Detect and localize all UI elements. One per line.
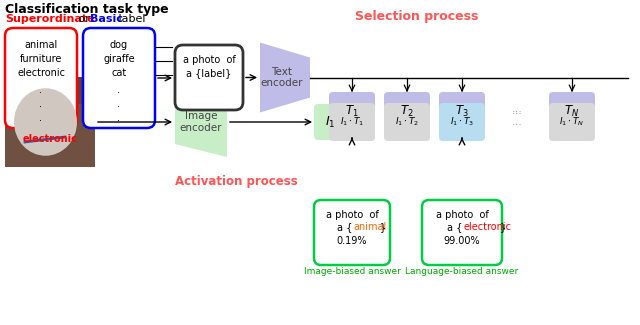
Text: ...: ...: [511, 106, 522, 116]
Text: a {: a {: [337, 222, 352, 232]
Text: }: }: [500, 222, 506, 232]
Polygon shape: [260, 43, 310, 112]
Text: cat: cat: [111, 68, 127, 78]
Text: Language-biased answer: Language-biased answer: [405, 267, 518, 276]
Text: }: }: [380, 222, 387, 232]
Text: $T_2$: $T_2$: [400, 103, 414, 119]
Text: dog: dog: [110, 40, 128, 50]
Text: $T_N$: $T_N$: [564, 103, 580, 119]
Text: $I_1 \cdot T_N$: $I_1 \cdot T_N$: [559, 116, 585, 128]
FancyBboxPatch shape: [175, 45, 243, 110]
Text: Text
encoder: Text encoder: [260, 67, 303, 88]
Text: $I_1$: $I_1$: [324, 114, 335, 130]
FancyBboxPatch shape: [329, 103, 375, 141]
FancyBboxPatch shape: [549, 92, 595, 130]
Text: .: .: [118, 113, 120, 123]
FancyBboxPatch shape: [384, 92, 430, 130]
Text: .: .: [118, 99, 120, 109]
Text: a {: a {: [447, 222, 462, 232]
Text: electronic: electronic: [17, 68, 65, 78]
FancyBboxPatch shape: [5, 77, 95, 104]
Text: or: or: [75, 14, 93, 24]
FancyBboxPatch shape: [384, 103, 430, 141]
Text: $I_1 \cdot T_3$: $I_1 \cdot T_3$: [450, 116, 474, 128]
FancyBboxPatch shape: [314, 200, 390, 265]
Text: a photo  of: a photo of: [182, 55, 236, 65]
FancyBboxPatch shape: [314, 104, 346, 140]
Text: animal: animal: [24, 40, 58, 50]
Text: Selection process: Selection process: [355, 10, 478, 23]
Text: label: label: [115, 14, 145, 24]
Text: $T_1$: $T_1$: [345, 103, 359, 119]
FancyBboxPatch shape: [439, 103, 485, 141]
FancyBboxPatch shape: [5, 28, 77, 128]
FancyBboxPatch shape: [549, 103, 595, 141]
Text: $I_1 \cdot T_1$: $I_1 \cdot T_1$: [340, 116, 364, 128]
Text: Activation process: Activation process: [175, 175, 298, 188]
Text: ...: ...: [511, 104, 522, 114]
Text: 99.00%: 99.00%: [444, 236, 480, 246]
Text: electronic: electronic: [22, 134, 77, 144]
Text: electronic: electronic: [463, 222, 511, 232]
Text: ...: ...: [511, 117, 522, 127]
Text: $T_3$: $T_3$: [455, 103, 469, 119]
Text: a {label}: a {label}: [186, 68, 232, 78]
Polygon shape: [175, 87, 227, 157]
Text: giraffe: giraffe: [103, 54, 135, 64]
Text: animal: animal: [353, 222, 387, 232]
Text: Basic: Basic: [90, 14, 123, 24]
Text: Classification task type: Classification task type: [5, 3, 168, 16]
FancyBboxPatch shape: [83, 28, 155, 128]
Text: .: .: [118, 85, 120, 95]
Bar: [5, 77, 95, 167]
Ellipse shape: [14, 88, 77, 156]
Text: Image-biased answer: Image-biased answer: [303, 267, 401, 276]
Text: .: .: [40, 99, 42, 109]
FancyBboxPatch shape: [439, 92, 485, 130]
Text: 0.19%: 0.19%: [337, 236, 367, 246]
Text: .: .: [40, 113, 42, 123]
Text: $I_1 \cdot T_2$: $I_1 \cdot T_2$: [395, 116, 419, 128]
FancyBboxPatch shape: [422, 200, 502, 265]
Text: furniture: furniture: [20, 54, 62, 64]
Text: Superordinate: Superordinate: [5, 14, 95, 24]
FancyBboxPatch shape: [329, 92, 375, 130]
Text: .: .: [40, 85, 42, 95]
Text: a photo  of: a photo of: [436, 210, 488, 220]
Text: Image
encoder: Image encoder: [180, 111, 222, 133]
Text: a photo  of: a photo of: [326, 210, 378, 220]
